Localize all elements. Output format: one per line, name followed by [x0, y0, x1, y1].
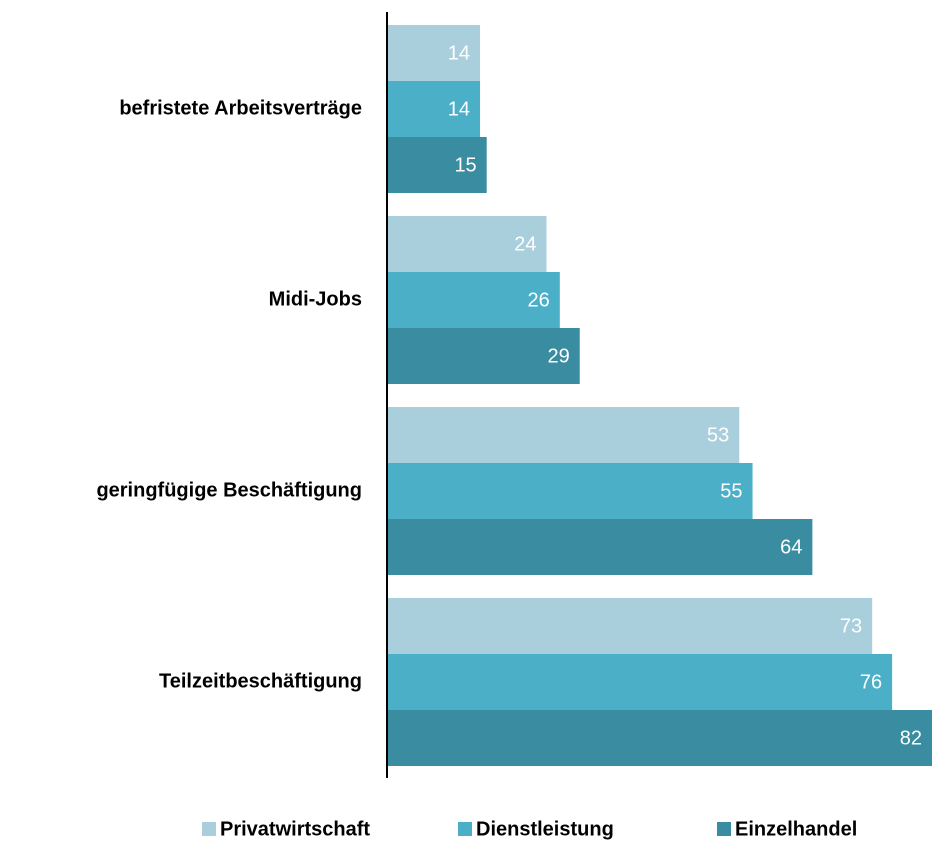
bar — [387, 710, 932, 766]
value-label: 82 — [900, 727, 922, 749]
legend-label: Dienstleistung — [476, 818, 614, 840]
value-label: 15 — [454, 154, 476, 176]
value-label: 64 — [780, 536, 802, 558]
legend-label: Privatwirtschaft — [220, 818, 370, 840]
category-label: befristete Arbeitsverträge — [119, 97, 362, 119]
value-label: 24 — [514, 233, 536, 255]
bar — [387, 25, 481, 81]
value-label: 53 — [707, 424, 729, 446]
legend-label: Einzelhandel — [735, 818, 857, 840]
legend-swatch — [202, 822, 216, 836]
bar — [387, 407, 740, 463]
bar — [387, 328, 580, 384]
value-label: 14 — [448, 98, 470, 120]
bar — [387, 216, 547, 272]
bar — [387, 654, 893, 710]
value-label: 26 — [528, 289, 550, 311]
bar — [387, 463, 753, 519]
value-label: 14 — [448, 42, 470, 64]
value-label: 73 — [840, 615, 862, 637]
legend-swatch — [458, 822, 472, 836]
value-label: 29 — [547, 345, 569, 367]
bar — [387, 272, 560, 328]
category-label: Teilzeitbeschäftigung — [159, 670, 362, 692]
value-label: 55 — [720, 480, 742, 502]
bar — [387, 598, 873, 654]
bar — [387, 137, 487, 193]
category-label: geringfügige Beschäftigung — [96, 479, 362, 501]
value-label: 76 — [860, 671, 882, 693]
category-label: Midi-Jobs — [269, 288, 362, 310]
bar — [387, 81, 481, 137]
legend-swatch — [717, 822, 731, 836]
bar — [387, 519, 813, 575]
